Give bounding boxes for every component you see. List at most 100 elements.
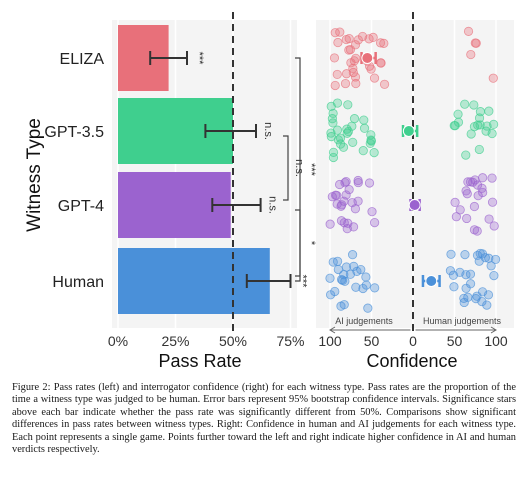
game-point bbox=[332, 69, 342, 80]
game-point bbox=[341, 69, 352, 79]
game-point bbox=[461, 283, 471, 293]
game-point bbox=[341, 262, 352, 272]
game-point bbox=[453, 117, 464, 127]
game-point bbox=[347, 250, 358, 260]
game-point bbox=[484, 214, 494, 224]
game-point bbox=[483, 290, 494, 300]
game-point bbox=[351, 282, 361, 292]
pass-rate-chart: ***n.s.n.s.*** ***n.s.* ELIZAGPT-3.5GPT-… bbox=[24, 12, 317, 371]
game-point bbox=[461, 150, 471, 160]
game-point bbox=[482, 300, 492, 310]
category-label: ELIZA bbox=[60, 51, 105, 68]
game-point bbox=[489, 221, 499, 231]
game-point bbox=[364, 178, 375, 188]
game-point bbox=[446, 249, 456, 259]
game-point bbox=[349, 114, 360, 124]
game-point bbox=[369, 148, 379, 158]
confidence-x-ticks: 100 50 0 50 100 bbox=[318, 333, 508, 349]
game-point bbox=[363, 303, 373, 313]
game-point bbox=[471, 38, 481, 48]
confidence-mean-point bbox=[408, 199, 421, 211]
game-point bbox=[361, 280, 371, 290]
game-point bbox=[350, 72, 361, 82]
game-point bbox=[328, 147, 339, 157]
game-point bbox=[343, 100, 353, 110]
confidence-mean-point bbox=[425, 275, 438, 287]
game-point bbox=[353, 175, 363, 186]
category-label: Human bbox=[52, 274, 104, 291]
game-point bbox=[462, 213, 472, 224]
game-point bbox=[459, 293, 469, 303]
comparison-bracket bbox=[283, 135, 289, 201]
game-point bbox=[472, 291, 482, 301]
confidence-means bbox=[360, 52, 441, 287]
game-point bbox=[370, 283, 380, 293]
game-point bbox=[474, 256, 484, 266]
bar-human bbox=[118, 248, 270, 314]
game-point bbox=[353, 196, 363, 206]
game-point bbox=[358, 283, 368, 294]
pass-rate-comparisons: ***n.s. * bbox=[283, 57, 317, 282]
game-point bbox=[478, 173, 488, 183]
game-point bbox=[330, 80, 340, 91]
pass-rate-x-ticks: 0% 25% 50% 75% bbox=[108, 333, 305, 349]
game-point bbox=[451, 212, 461, 222]
game-point bbox=[348, 63, 358, 74]
comparison-label: *** bbox=[305, 163, 317, 177]
game-point bbox=[333, 37, 343, 48]
game-point bbox=[453, 109, 463, 119]
game-point bbox=[361, 272, 371, 282]
game-point bbox=[335, 27, 345, 37]
game-point bbox=[368, 32, 378, 42]
game-point bbox=[325, 219, 335, 229]
game-point bbox=[348, 222, 359, 232]
game-point bbox=[469, 100, 479, 110]
game-point bbox=[466, 129, 476, 139]
game-point bbox=[484, 106, 494, 116]
category-label: GPT-3.5 bbox=[44, 124, 104, 141]
game-point bbox=[487, 197, 498, 207]
game-point bbox=[379, 38, 389, 48]
game-point bbox=[475, 107, 486, 117]
game-point bbox=[325, 273, 335, 283]
game-point bbox=[487, 173, 497, 183]
game-point bbox=[482, 121, 492, 131]
game-point bbox=[333, 264, 343, 275]
game-point bbox=[474, 144, 484, 155]
confidence-mean-point bbox=[402, 125, 415, 137]
game-point bbox=[366, 130, 376, 140]
x-tick-label: 50 bbox=[447, 333, 463, 349]
game-point bbox=[353, 35, 363, 45]
game-point bbox=[344, 45, 354, 55]
game-point bbox=[330, 286, 340, 297]
game-point bbox=[489, 271, 499, 281]
game-point bbox=[332, 190, 342, 201]
game-point bbox=[344, 34, 354, 44]
game-point bbox=[337, 200, 347, 210]
human-judgements-label: Human judgements bbox=[423, 316, 502, 326]
figure-caption: Figure 2: Pass rates (left) and interrog… bbox=[12, 382, 516, 456]
game-point bbox=[473, 120, 483, 130]
game-point bbox=[488, 73, 498, 83]
game-point bbox=[445, 266, 456, 276]
game-point bbox=[365, 138, 375, 149]
game-point bbox=[375, 38, 386, 48]
game-point bbox=[337, 275, 348, 285]
game-point bbox=[455, 267, 465, 277]
confidence-x-axis-label: Confidence bbox=[366, 351, 457, 371]
pass-rate-x-axis-label: Pass Rate bbox=[158, 351, 241, 371]
game-point bbox=[473, 191, 483, 201]
game-point bbox=[370, 218, 380, 228]
game-point bbox=[328, 152, 339, 163]
game-point bbox=[328, 118, 338, 128]
game-point bbox=[469, 225, 480, 235]
game-point bbox=[471, 294, 481, 304]
game-point bbox=[477, 183, 487, 193]
ai-judgements-arrowhead bbox=[329, 326, 336, 334]
game-point bbox=[340, 178, 350, 188]
significance-label: n.s. bbox=[262, 122, 274, 140]
game-point bbox=[450, 121, 460, 131]
game-point bbox=[475, 120, 485, 130]
game-point bbox=[343, 126, 353, 137]
game-point bbox=[350, 40, 361, 50]
